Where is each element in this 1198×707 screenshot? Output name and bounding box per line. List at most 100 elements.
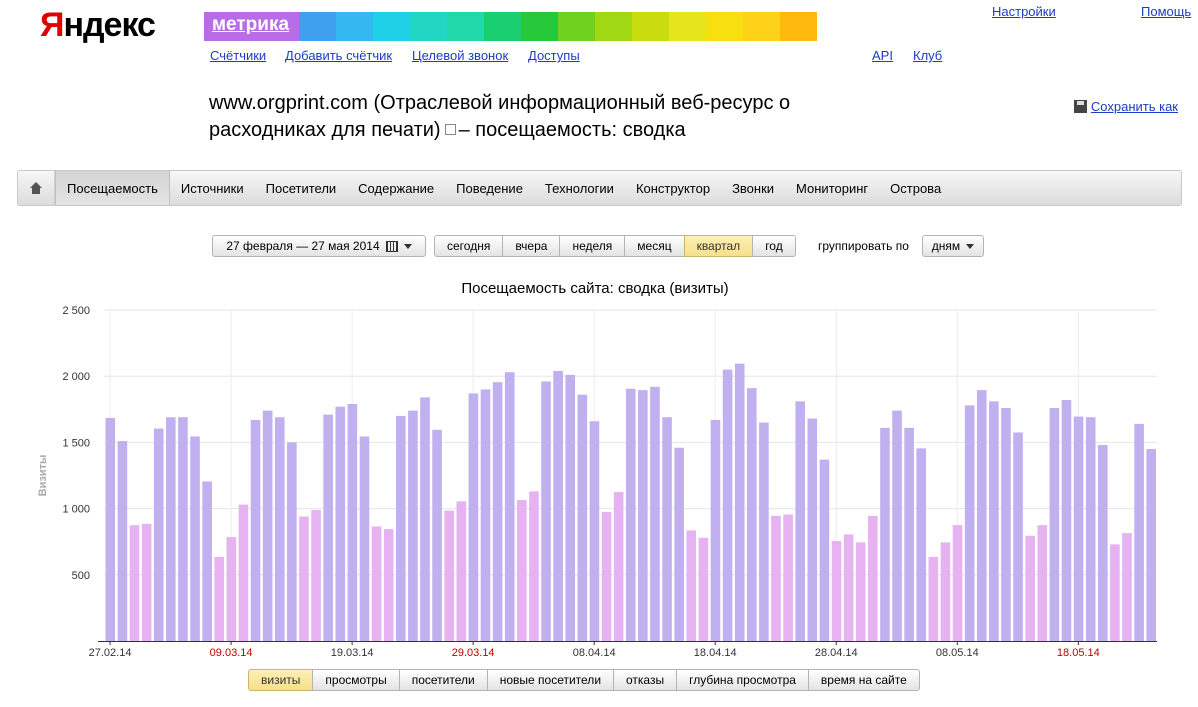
floppy-disk-icon	[1073, 100, 1087, 113]
period-buttons: сегодня вчера неделя месяц квартал год	[434, 235, 796, 257]
x-tick-label: 19.03.14	[331, 647, 374, 659]
page-title: www.orgprint.com (Отраслевой информацион…	[209, 90, 869, 144]
x-tick-label: 18.05.14	[1057, 647, 1100, 659]
metrika-color-segment	[299, 12, 336, 41]
metric-tab-time[interactable]: время на сайте	[807, 669, 920, 691]
period-today-button[interactable]: сегодня	[434, 235, 504, 257]
period-year-button[interactable]: год	[752, 235, 796, 257]
metrika-color-segment	[484, 12, 521, 41]
group-by-value: дням	[931, 239, 961, 253]
metric-tab-bounces[interactable]: отказы	[613, 669, 678, 691]
chart-bar	[904, 427, 914, 641]
metrika-color-segment	[447, 12, 484, 41]
chart-bar	[686, 530, 697, 641]
add-counter-link[interactable]: Добавить счётчик	[285, 48, 393, 63]
menu-item-technologies[interactable]: Технологии	[544, 180, 614, 196]
menu-item-content[interactable]: Содержание	[358, 180, 435, 196]
chart-title: Посещаемость сайта: сводка (визиты)	[461, 280, 729, 297]
period-yesterday-button[interactable]: вчера	[502, 235, 561, 257]
chart-bar	[480, 389, 491, 641]
menu-item-islands[interactable]: Острова	[890, 180, 942, 196]
metric-tab-depth[interactable]: глубина просмотра	[676, 669, 809, 691]
chevron-down-icon	[403, 243, 412, 249]
chart-bar	[371, 526, 382, 641]
chart-bar	[1122, 533, 1132, 641]
save-as[interactable]: Сохранить как	[1073, 99, 1178, 114]
help-link[interactable]: Помощь	[1141, 4, 1192, 19]
metrika-link[interactable]: метрика	[212, 14, 290, 35]
metrika-color-segment	[780, 12, 817, 41]
target-call-link[interactable]: Целевой звонок	[412, 48, 509, 63]
save-as-link[interactable]: Сохранить как	[1090, 99, 1178, 114]
metrika-color-segment	[336, 12, 373, 41]
group-by-select[interactable]: дням	[922, 235, 984, 257]
chart-bar	[141, 523, 152, 641]
period-month-button[interactable]: месяц	[624, 235, 685, 257]
main-menu: Посещаемость Источники Посетители Содерж…	[17, 170, 1182, 206]
menu-item-calls[interactable]: Звонки	[732, 180, 775, 196]
chart-bar	[541, 381, 551, 641]
period-quarter-button[interactable]: квартал	[683, 235, 754, 257]
date-range-picker[interactable]: 27 февраля — 27 мая 2014	[212, 235, 426, 257]
chart-bar	[250, 419, 261, 641]
chart-bar	[105, 417, 116, 641]
y-tick-label: 500	[72, 570, 90, 582]
external-link-icon[interactable]	[444, 124, 456, 136]
x-tick-label: 08.04.14	[573, 647, 616, 659]
menu-item-sources[interactable]: Источники	[180, 180, 244, 196]
menu-item-constructor[interactable]: Конструктор	[635, 180, 711, 196]
chart-bar	[613, 492, 624, 641]
chart-bar	[1073, 416, 1084, 641]
access-link[interactable]: Доступы	[528, 48, 580, 63]
chart-bar	[807, 418, 818, 641]
chart-bar	[383, 529, 394, 641]
api-link[interactable]: API	[872, 48, 893, 63]
metric-tab-visits[interactable]: визиты	[248, 669, 314, 691]
date-range-text: 27 февраля — 27 мая 2014	[226, 239, 380, 253]
y-tick-label: 1 000	[62, 504, 90, 516]
chart-bar	[1025, 535, 1035, 641]
chart-bar	[1146, 449, 1156, 641]
chart-bar	[989, 401, 999, 641]
club-link[interactable]: Клуб	[913, 48, 943, 63]
group-by-label: группировать по	[818, 239, 909, 253]
menu-item-monitoring[interactable]: Мониторинг	[796, 180, 869, 196]
chart-bar	[916, 448, 927, 641]
metric-tab-pageviews[interactable]: просмотры	[312, 669, 400, 691]
metrika-logo[interactable]: метрика	[204, 12, 299, 41]
chart-bar	[601, 511, 612, 641]
menu-item-visitors[interactable]: Посетители	[265, 180, 337, 196]
home-button[interactable]	[18, 171, 55, 205]
metrika-color-segment	[558, 12, 595, 41]
chart-bar	[1097, 445, 1108, 641]
counters-link[interactable]: Счётчики	[210, 48, 267, 63]
chart-bar	[1085, 417, 1096, 641]
metrika-color-segment	[521, 12, 558, 41]
settings-link[interactable]: Настройки	[992, 4, 1056, 19]
chart-bar	[819, 459, 830, 641]
y-tick-label: 2 000	[62, 371, 90, 383]
metric-tab-new-visitors[interactable]: новые посетители	[486, 669, 615, 691]
metric-tab-visitors[interactable]: посетители	[398, 669, 488, 691]
yandex-logo[interactable]: Яндекс	[40, 6, 156, 44]
chart-bar	[323, 414, 333, 641]
chart-bar	[722, 369, 733, 641]
chart-bar	[529, 491, 539, 641]
period-week-button[interactable]: неделя	[559, 235, 626, 257]
x-tick-label: 09.03.14	[210, 647, 253, 659]
chart-bar	[650, 386, 660, 641]
chart-bar	[952, 525, 963, 641]
calendar-icon	[385, 240, 398, 252]
menu-item-behavior[interactable]: Поведение	[456, 180, 523, 196]
chart-bar	[178, 417, 188, 641]
chart-bar	[504, 372, 515, 641]
chart-bar	[468, 393, 479, 641]
chart-bar	[892, 410, 902, 641]
menu-item-traffic[interactable]: Посещаемость	[55, 171, 170, 205]
chart-bar	[771, 515, 781, 641]
chart-bar	[1049, 407, 1060, 641]
chart-bar	[710, 419, 721, 641]
chart-bar	[166, 417, 176, 641]
metric-tabs: визиты просмотры посетители новые посети…	[248, 669, 920, 691]
chart-bar	[129, 525, 140, 641]
